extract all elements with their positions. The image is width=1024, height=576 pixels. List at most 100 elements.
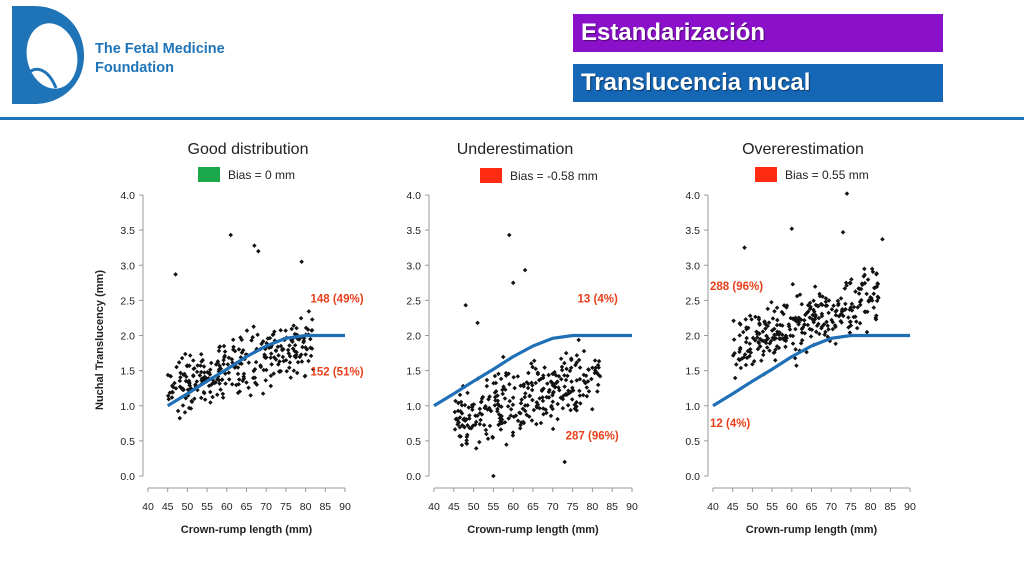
scatter-point <box>764 333 769 339</box>
scatter-point <box>807 315 813 320</box>
scatter-point <box>498 427 504 432</box>
scatter-point <box>477 421 483 427</box>
scatter-point <box>455 422 460 427</box>
scatter-point <box>826 310 831 316</box>
scatter-point <box>292 354 298 360</box>
scatter-point <box>864 329 870 335</box>
scatter-point <box>558 376 564 382</box>
y-tick-label: 3.0 <box>120 260 135 272</box>
scatter-point <box>222 354 227 360</box>
scatter-point <box>287 360 293 365</box>
scatter-point <box>823 299 829 304</box>
y-tick-label: 3.5 <box>406 225 421 237</box>
scatter-point <box>505 404 511 409</box>
scatter-point <box>880 236 885 242</box>
x-tick-label: 65 <box>527 501 539 513</box>
scatter-point <box>830 326 836 332</box>
scatter-point <box>207 389 213 395</box>
x-axis-label: Crown-rump length (mm) <box>467 524 599 536</box>
scatter-point <box>522 403 528 408</box>
scatter-point <box>797 292 803 297</box>
scatter-point <box>303 352 308 357</box>
scatter-point <box>772 350 777 355</box>
scatter-point <box>228 232 234 238</box>
scatter-point <box>495 406 500 412</box>
x-tick-label: 90 <box>904 501 916 513</box>
scatter-point <box>292 343 298 348</box>
chart-title: Good distribution <box>188 141 309 158</box>
scatter-point <box>241 376 247 381</box>
reference-curve <box>433 333 632 408</box>
scatter-point <box>456 400 461 406</box>
scatter-point <box>737 349 742 355</box>
scatter-point <box>559 367 565 373</box>
scatter-point <box>223 381 228 386</box>
scatter-point <box>578 401 583 406</box>
scatter-point <box>846 315 851 320</box>
scatter-point <box>273 348 279 353</box>
count-annotation: 287 (96%) <box>566 430 619 442</box>
brand-line-1: The Fetal Medicine <box>95 41 225 57</box>
scatter-point <box>491 473 496 479</box>
scatter-point <box>874 284 880 290</box>
y-tick-label: 4.0 <box>120 190 135 202</box>
scatter-point <box>208 360 214 366</box>
scatter-point <box>574 353 580 358</box>
scatter-point <box>235 371 241 377</box>
scatter-point <box>756 315 762 320</box>
scatter-point <box>843 280 849 286</box>
scatter-point <box>519 397 524 402</box>
scatter-point <box>556 385 561 390</box>
scatter-point <box>734 362 739 367</box>
scatter-point <box>492 373 498 379</box>
scatter-point <box>221 361 226 367</box>
scatter-point <box>858 286 864 292</box>
brand-name: The Fetal Medicine Foundation <box>95 40 225 78</box>
scatter-point <box>742 352 748 357</box>
scatter-point <box>584 393 590 399</box>
scatter-point <box>517 426 523 431</box>
scatter-point <box>738 365 744 371</box>
scatter-point <box>549 379 554 385</box>
scatter-point <box>453 398 458 404</box>
x-tick-label: 90 <box>339 501 351 513</box>
scatter-point <box>743 317 748 322</box>
y-tick-label: 3.5 <box>685 225 700 237</box>
scatter-point <box>833 324 838 330</box>
scatter-point <box>522 394 528 400</box>
title-translucencia: Translucencia nucal <box>573 64 943 102</box>
scatter-point <box>278 328 283 333</box>
y-tick-label: 1.5 <box>685 366 700 378</box>
chart-panel-1: Good distribution Bias = 0 mm 0.0 0.5 1.0 1.5… <box>94 141 364 536</box>
scatter-point <box>742 245 747 250</box>
scatter-point <box>805 322 811 328</box>
scatter-point <box>813 314 818 319</box>
scatter-point <box>790 341 796 346</box>
scatter-point <box>550 426 556 432</box>
scatter-point <box>467 413 472 418</box>
scatter-point <box>517 410 522 416</box>
scatter-point <box>816 331 822 337</box>
scatter-point <box>848 280 853 286</box>
scatter-point <box>769 300 774 305</box>
scatter-point <box>537 405 542 411</box>
chart-title: Overerestimation <box>742 141 864 158</box>
scatter-point <box>824 303 830 308</box>
x-tick-label: 50 <box>747 501 759 513</box>
scatter-point <box>298 316 304 321</box>
scatter-point <box>214 392 220 398</box>
scatter-point <box>499 404 504 409</box>
scatter-point <box>179 355 185 361</box>
scatter-point <box>829 307 835 312</box>
scatter-point <box>502 396 508 401</box>
scatter-point <box>732 375 738 381</box>
scatter-point <box>593 365 598 371</box>
scatter-point <box>506 232 512 238</box>
scatter-point <box>558 356 564 362</box>
scatter-point <box>541 373 546 378</box>
scatter-point <box>576 337 581 343</box>
scatter-point <box>241 371 247 377</box>
chart-panel-3: Overerestimation Bias = 0.55 mm 0.0 0.5 1.0 1… <box>685 141 916 536</box>
scatter-point <box>857 320 863 326</box>
reference-curve <box>712 333 910 408</box>
